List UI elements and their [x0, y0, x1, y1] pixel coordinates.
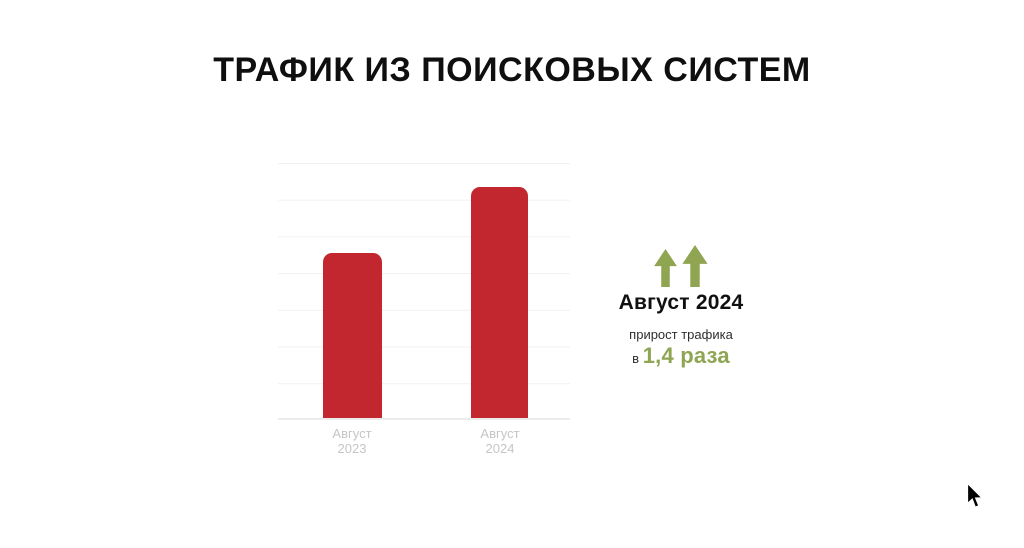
growth-callout: Август 2024 прирост трафика в 1,4 раза: [596, 244, 766, 369]
double-up-arrow-icon: [596, 244, 766, 287]
x-tick-label-line: 2024: [485, 441, 515, 456]
chart-plot-area: [278, 163, 570, 420]
up-arrow-icon: [682, 245, 708, 287]
growth-value: 1,4 раза: [642, 343, 730, 368]
x-tick-label-2024: Август 2024: [440, 426, 560, 456]
callout-heading: Август 2024: [618, 291, 744, 314]
bar-august-2023: [323, 253, 382, 418]
x-tick-label-2023: Август 2023: [292, 426, 412, 456]
bar-chart: Август 2023 Август 2024: [278, 163, 570, 456]
page-title: ТРАФИК ИЗ ПОИСКОВЫХ СИСТЕМ: [213, 51, 811, 89]
bar-august-2024: [471, 187, 528, 418]
callout-growth: в 1,4 раза: [596, 343, 766, 369]
up-arrow-icon: [654, 249, 677, 287]
x-tick-label-line: 2023: [337, 441, 367, 456]
x-tick-label-line: Август: [480, 426, 520, 441]
callout-subtext: прирост трафика: [629, 327, 733, 342]
mouse-pointer-icon: [967, 483, 983, 508]
x-tick-label-line: Август: [332, 426, 372, 441]
growth-prefix: в: [632, 351, 640, 366]
